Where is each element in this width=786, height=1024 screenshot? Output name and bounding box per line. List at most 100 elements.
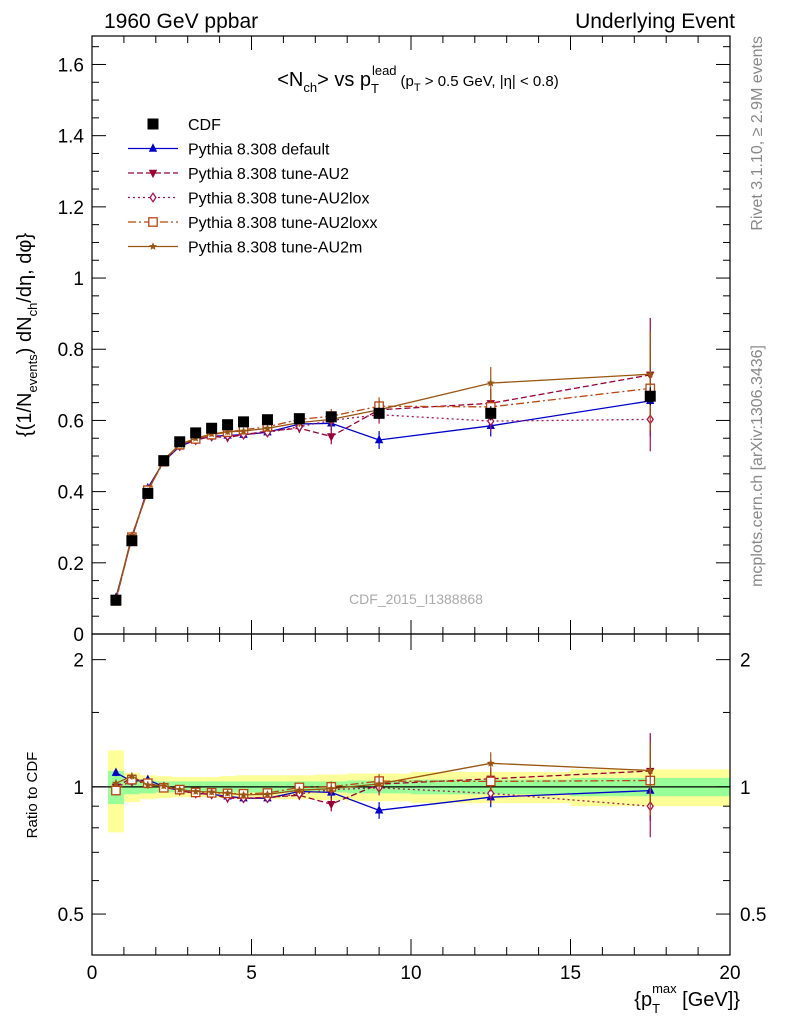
main-point-CDF bbox=[485, 407, 497, 419]
ratio-point-AU2m bbox=[239, 790, 248, 799]
main-curves bbox=[110, 317, 656, 606]
ratio-ytick-label-right: 0.5 bbox=[740, 905, 766, 926]
main-series-AU2m bbox=[111, 331, 655, 603]
main-series-AU2lox bbox=[112, 387, 654, 606]
main-ytick-label: 1.6 bbox=[58, 55, 84, 76]
legend-label-AU2m: Pythia 8.308 tune-AU2m bbox=[188, 240, 362, 257]
ratio-point-AU2 bbox=[327, 800, 336, 810]
main-point-AU2lox bbox=[487, 415, 495, 427]
main-point-CDF bbox=[190, 427, 202, 439]
ratio-point-AU2m bbox=[143, 780, 152, 789]
ratio-point-AU2m bbox=[327, 784, 336, 793]
main-ytick-label: 0.6 bbox=[58, 411, 84, 432]
main-ytick-label: 0.2 bbox=[58, 554, 84, 575]
ratio-point-AU2loxx bbox=[111, 785, 121, 796]
x-axis-label: {pTmax [GeV]} bbox=[634, 981, 740, 1016]
ratio-ylabel: Ratio to CDF bbox=[24, 752, 41, 839]
ratio-plot: 0.5 0.51 12 20 5 10 15 20 bbox=[58, 633, 766, 984]
ratio-ytick-label: 2 bbox=[73, 651, 84, 672]
ratio-point-AU2m bbox=[295, 785, 304, 794]
main-point-AU2m bbox=[263, 424, 272, 432]
main-ytick-label: 1.2 bbox=[58, 198, 84, 219]
ratio-point-AU2lox bbox=[487, 788, 495, 799]
main-ytick-label: 0.4 bbox=[58, 483, 85, 504]
main-point-AU2 bbox=[327, 433, 336, 442]
main-line-AU2loxx bbox=[115, 387, 651, 602]
legend-label-default: Pythia 8.308 default bbox=[188, 142, 330, 159]
ratio-point-AU2m bbox=[646, 766, 655, 774]
analysis-watermark: CDF_2015_I1388868 bbox=[349, 591, 483, 607]
legend-label-AU2loxx: Pythia 8.308 tune-AU2loxx bbox=[188, 215, 377, 232]
ratio-point-AU2m bbox=[223, 789, 232, 797]
main-ylabel: {(1/Nevents) dNch/dη, dφ} bbox=[14, 233, 40, 437]
main-point-CDF bbox=[174, 436, 186, 448]
main-series-AU2loxx bbox=[111, 345, 656, 606]
main-point-CDF bbox=[126, 535, 138, 547]
main-ytick-label: 1.4 bbox=[58, 127, 85, 148]
ratio-point-AU2m bbox=[111, 779, 120, 787]
ratio-frame: 0.5 0.51 12 20 5 10 15 20 bbox=[58, 633, 766, 984]
legend-label-CDF: CDF bbox=[188, 117, 221, 134]
main-plot: 0 0.2 0.4 0.6 0.8 1 1.2 1.4 1.6 bbox=[58, 35, 731, 646]
main-ytick-label: 1 bbox=[73, 269, 84, 290]
main-point-CDF bbox=[644, 390, 656, 402]
mcplots-label: mcplots.cern.ch [arXiv:1306.3436] bbox=[749, 345, 766, 587]
legend-marker-default bbox=[148, 143, 158, 152]
legend-marker-CDF bbox=[147, 118, 159, 130]
main-point-CDF bbox=[373, 407, 385, 419]
ratio-ytick-label: 0.5 bbox=[58, 905, 84, 926]
legend-marker-AU2lox bbox=[149, 192, 157, 203]
main-point-AU2m bbox=[239, 426, 248, 435]
ratio-point-AU2m bbox=[159, 781, 168, 790]
legend-marker-AU2loxx bbox=[148, 217, 158, 227]
ratio-ytick-label-right: 2 bbox=[740, 651, 751, 672]
main-point-CDF bbox=[325, 411, 337, 423]
ratio-line-AU2lox bbox=[115, 780, 651, 807]
legend-label-AU2lox: Pythia 8.308 tune-AU2lox bbox=[188, 191, 369, 208]
ratio-point-AU2m bbox=[127, 771, 136, 780]
legend-marker-AU2m bbox=[149, 242, 157, 250]
ratio-point-AU2loxx bbox=[485, 776, 496, 787]
ratio-point-AU2m bbox=[191, 787, 200, 795]
ratio-point-default bbox=[111, 767, 121, 776]
main-point-AU2m bbox=[486, 378, 495, 387]
main-point-CDF bbox=[158, 455, 170, 467]
legend: CDF Pythia 8.308 default Pythia 8.308 tune… bbox=[128, 117, 377, 257]
ratio-point-AU2m bbox=[207, 787, 216, 796]
main-point-CDF bbox=[222, 419, 234, 431]
legend-marker-AU2 bbox=[148, 169, 158, 179]
main-point-CDF bbox=[238, 416, 250, 428]
main-point-default bbox=[374, 434, 384, 444]
ratio-curves bbox=[111, 733, 656, 838]
main-ytick-label: 0.8 bbox=[58, 340, 84, 361]
x-tick-label: 15 bbox=[560, 963, 581, 984]
legend-label-AU2: Pythia 8.308 tune-AU2 bbox=[188, 166, 349, 183]
main-series-default bbox=[111, 365, 655, 601]
main-point-AU2m bbox=[223, 427, 232, 436]
main-point-AU2m bbox=[646, 369, 655, 378]
header-left: 1960 GeV ppbar bbox=[104, 10, 258, 33]
main-ytick-label: 0 bbox=[73, 625, 84, 646]
ratio-point-AU2m bbox=[175, 785, 184, 794]
ratio-point-default bbox=[374, 805, 384, 814]
header-right: Underlying Event bbox=[575, 10, 735, 33]
ratio-point-AU2m bbox=[263, 790, 272, 798]
main-frame: 0 0.2 0.4 0.6 0.8 1 1.2 1.4 1.6 bbox=[58, 35, 731, 646]
plot-title: <Nch> vs pTlead(pT > 0.5 GeV, |η| < 0.8) bbox=[277, 63, 559, 96]
rivet-label: Rivet 3.1.10, ≥ 2.9M events bbox=[749, 36, 766, 231]
main-series-CDF bbox=[110, 387, 656, 606]
x-tick-label: 10 bbox=[400, 963, 421, 984]
main-point-CDF bbox=[293, 413, 305, 425]
ratio-line-AU2 bbox=[115, 770, 651, 805]
main-point-CDF bbox=[142, 487, 154, 499]
ratio-series-AU2m bbox=[111, 742, 655, 804]
ratio-ytick-label-right: 1 bbox=[740, 778, 751, 799]
main-point-CDF bbox=[110, 594, 122, 606]
ratio-ytick-label: 1 bbox=[73, 778, 84, 799]
main-series-AU2 bbox=[111, 317, 655, 606]
x-tick-label: 0 bbox=[87, 963, 98, 984]
ratio-point-AU2m bbox=[486, 759, 495, 767]
x-tick-label: 20 bbox=[719, 963, 740, 984]
x-tick-label: 5 bbox=[246, 963, 257, 984]
